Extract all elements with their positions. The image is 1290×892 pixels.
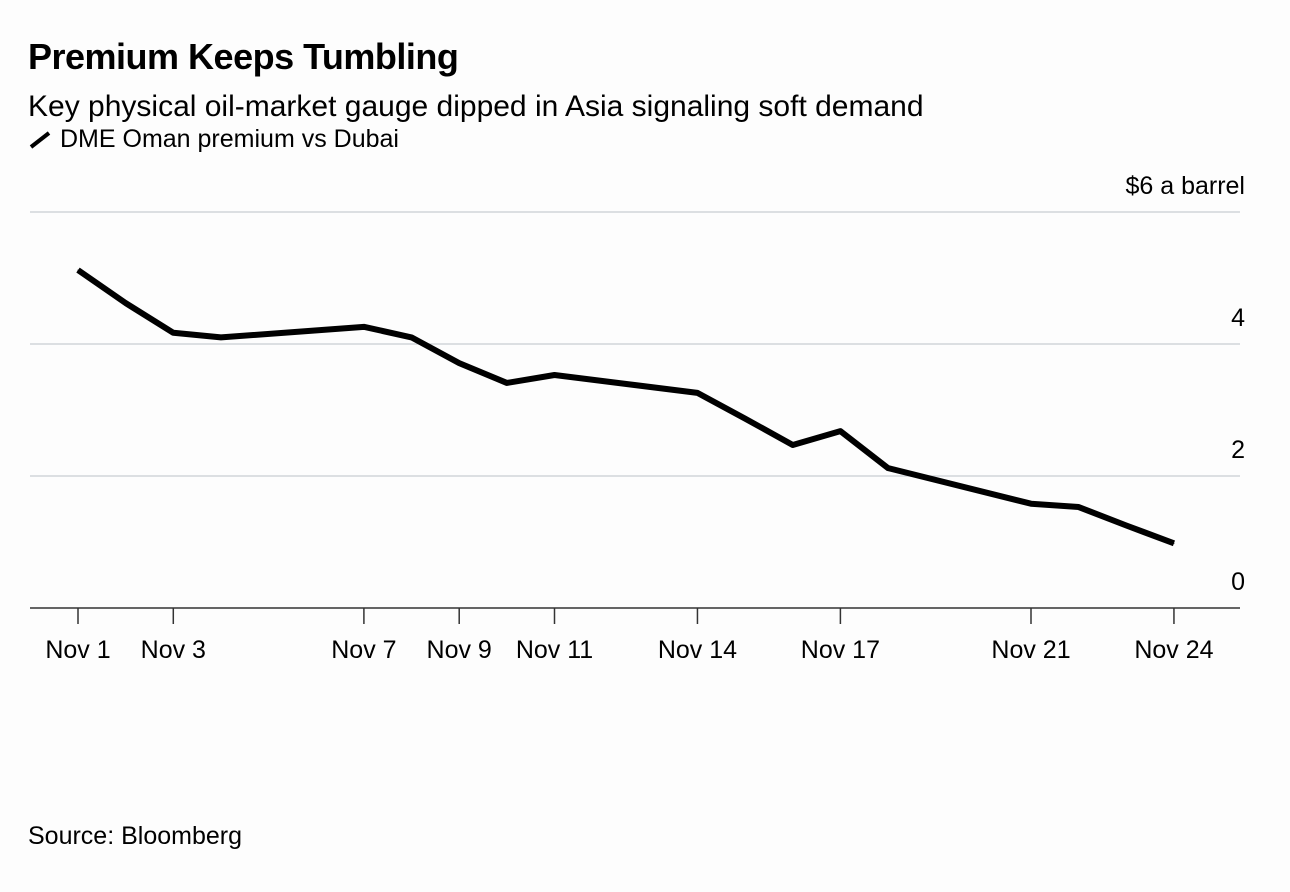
data-point	[1030, 503, 1032, 505]
series-line	[76, 267, 1176, 547]
data-point	[792, 444, 794, 446]
data-point	[125, 302, 127, 304]
legend-line-icon	[29, 130, 51, 149]
data-point	[77, 269, 79, 271]
data-point	[1078, 506, 1080, 508]
x-tick-label: Nov 1	[45, 636, 110, 664]
data-point	[363, 326, 365, 328]
y-tick-label: 2	[1231, 436, 1245, 464]
y-tick-label: $6 a barrel	[1125, 172, 1245, 200]
source-note: Source: Bloomberg	[28, 822, 243, 850]
data-point	[744, 418, 746, 420]
data-point	[1173, 542, 1175, 544]
data-point	[411, 336, 413, 338]
data-point	[506, 382, 508, 384]
legend: DME Oman premium vs Dubai	[28, 125, 399, 154]
data-point	[839, 430, 841, 432]
x-tick-label: Nov 3	[141, 636, 206, 664]
data-point	[172, 332, 174, 334]
x-tick-label: Nov 14	[658, 636, 737, 664]
data-point	[1125, 525, 1127, 526]
chart-subtitle: Key physical oil-market gauge dipped in …	[28, 90, 924, 123]
x-tick-label: Nov 21	[991, 636, 1070, 664]
x-tick-label: Nov 11	[516, 636, 593, 664]
y-tick-label: 4	[1231, 304, 1245, 332]
legend-label: DME Oman premium vs Dubai	[60, 125, 399, 153]
y-tick-label: 0	[1231, 568, 1245, 596]
data-point	[887, 467, 889, 469]
chart-title: Premium Keeps Tumbling	[28, 36, 459, 77]
data-point	[554, 374, 555, 376]
x-tick-label: Nov 24	[1134, 636, 1213, 664]
x-tick-label: Nov 17	[801, 636, 880, 664]
x-tick-label: Nov 7	[331, 636, 396, 664]
data-point	[220, 336, 222, 338]
data-point	[696, 392, 698, 394]
x-tick-label: Nov 9	[427, 636, 492, 664]
data-point	[458, 362, 460, 364]
